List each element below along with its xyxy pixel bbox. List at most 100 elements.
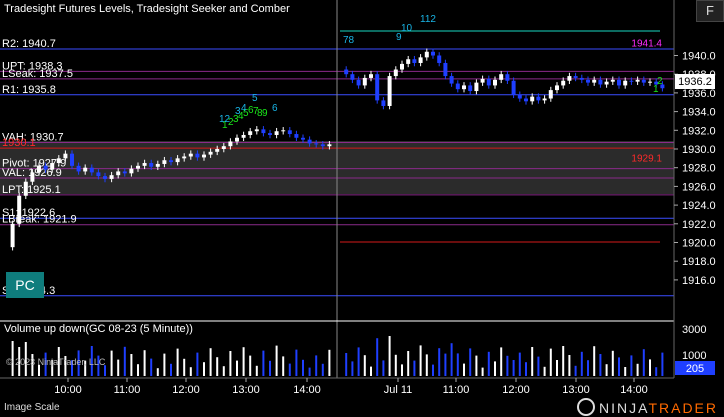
volume-bar (130, 354, 133, 376)
price-tick-label: 1916.0 (682, 275, 716, 287)
level-label: LPT: 1925.1 (2, 184, 61, 196)
volume-bar (630, 355, 633, 376)
volume-bar (97, 355, 100, 376)
candle-body (281, 130, 286, 132)
candle-body (327, 144, 332, 147)
seeker-count: 6 (248, 105, 254, 116)
brand-part1: NINJA (599, 400, 649, 416)
candle-body (592, 79, 597, 83)
level-label: R1: 1935.8 (2, 84, 56, 96)
volume-tick-label: 1000 (682, 350, 706, 362)
volume-bar (574, 365, 577, 376)
volume-bar (345, 353, 348, 376)
level-label: VAH: 1930.7 (2, 131, 64, 143)
candle-body (455, 83, 460, 90)
candle-body (635, 79, 640, 82)
volume-bar (363, 355, 366, 376)
volume-bar (242, 347, 245, 376)
candle-body (10, 223, 15, 248)
time-tick-label: 14:00 (620, 384, 648, 396)
candle-body (617, 79, 621, 86)
volume-bar (302, 359, 304, 376)
candle-body (375, 74, 380, 101)
candle-body (387, 76, 392, 106)
seeker-count: 12 (219, 114, 231, 125)
candle-body (493, 79, 497, 86)
seeker-count: 9 (396, 32, 402, 43)
volume-bar (328, 349, 331, 376)
volume-bar (84, 360, 87, 376)
volume-bar (143, 350, 146, 376)
candle-body (149, 163, 154, 167)
candle-body (37, 165, 41, 173)
volume-bar (176, 348, 179, 376)
volume-bar (543, 366, 546, 376)
candle-body (623, 80, 628, 86)
candle-body (320, 144, 325, 147)
candle-body (524, 98, 528, 102)
seeker-count: 3 (233, 114, 239, 125)
volume-bar (123, 346, 126, 376)
candle-body (23, 181, 28, 196)
candle-body (431, 51, 435, 56)
candle-body (648, 81, 652, 83)
time-axis[interactable]: 10:00 11:00 12:00 13:00 14:00 Jul 11 11:00 12:0… (54, 378, 648, 396)
candle-body (301, 137, 305, 140)
volume-bar (315, 355, 318, 376)
candle-body (356, 79, 361, 86)
time-tick-label: 13:00 (232, 384, 260, 396)
volume-bar (401, 364, 403, 376)
volume-bar (24, 342, 27, 376)
candle-body (555, 85, 559, 91)
level-label: 1930.1 (2, 137, 36, 149)
candle-body (412, 59, 417, 63)
candle-body (43, 165, 48, 170)
candle-body (517, 94, 522, 99)
candle-body (499, 74, 504, 80)
volume-bar (636, 363, 639, 376)
seeker-count: 4 (238, 111, 244, 122)
candle-body (462, 85, 466, 90)
candle-body (530, 96, 535, 102)
volume-bar (11, 341, 14, 376)
candle-body (573, 76, 578, 78)
candle-body (449, 76, 454, 84)
candle-body (136, 165, 140, 169)
time-tick-label: 14:00 (293, 384, 321, 396)
f-button[interactable]: F (696, 0, 724, 22)
right-annotations: 1941.4 1929.1 (631, 38, 662, 164)
price-axis[interactable]: 1940.01938.01936.01934.01932.01930.01928… (674, 51, 716, 287)
volume-bar (77, 350, 80, 376)
volume-bar (624, 367, 627, 376)
time-tick-label: 12:00 (502, 384, 530, 396)
volume-bar (44, 352, 47, 376)
volume-bar (156, 368, 159, 376)
candle-body (208, 151, 213, 155)
seeker-count: 1 (653, 84, 659, 95)
candle-body (122, 171, 127, 174)
volume-bar (649, 359, 651, 376)
volume-bar (216, 357, 219, 376)
candle-body (561, 80, 566, 86)
candle-body (83, 167, 88, 172)
candle-body (654, 81, 659, 85)
candle-body (76, 165, 81, 172)
volume-bar (189, 367, 192, 376)
ninjatrader-logo: NINJATRADER (577, 398, 718, 416)
candle-body (274, 131, 279, 135)
candle-body (307, 139, 312, 144)
candle-body (116, 171, 121, 176)
volume-bar (262, 350, 265, 376)
volume-bar (183, 358, 186, 376)
candle-body (129, 168, 134, 174)
volume-bar (512, 360, 515, 376)
volume-title: Volume up down(GC 08-23 (5 Minute)) (4, 323, 193, 335)
price-tick-label: 1928.0 (682, 163, 716, 175)
volume-bar (351, 361, 354, 376)
pc-button[interactable]: PC (6, 272, 44, 298)
volume-bar (407, 351, 410, 376)
candle-body (182, 156, 187, 159)
volume-bar (236, 360, 238, 376)
candle-body (109, 175, 114, 179)
